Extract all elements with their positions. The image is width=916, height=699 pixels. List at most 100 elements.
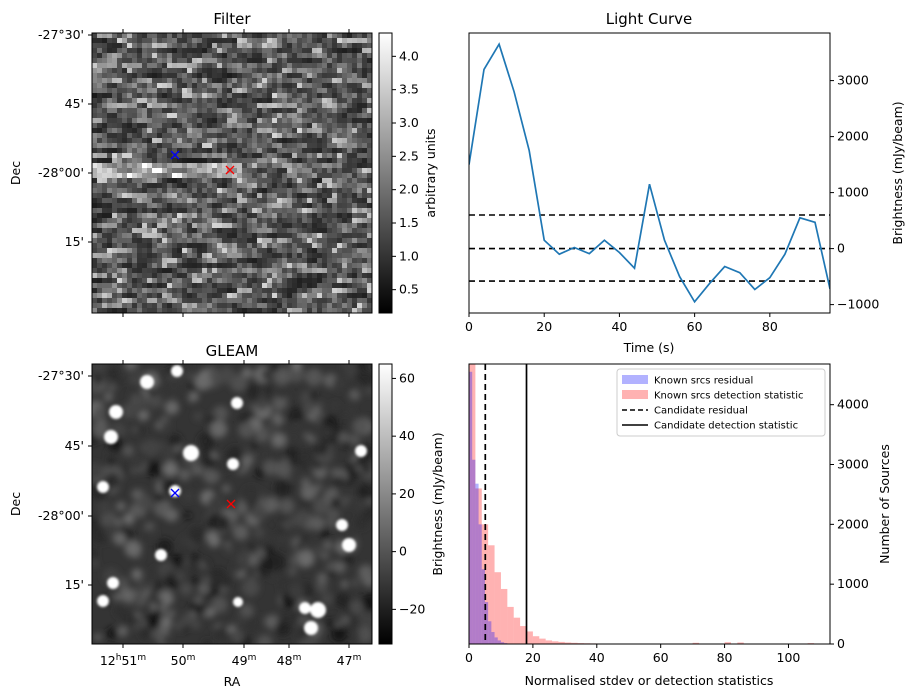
gleam-x-tick-label: 47m: [337, 653, 362, 668]
hist-y-tick-label: 0: [837, 636, 845, 651]
residual-bar: [497, 640, 501, 644]
radio-source: [227, 458, 239, 470]
legend-swatch: [622, 375, 648, 384]
lc-x-tick-label: 20: [536, 319, 552, 334]
filter-image: [92, 33, 372, 313]
detection-bar: [692, 642, 700, 644]
filter-cbar-tick-label: 2.5: [399, 148, 419, 163]
radio-source: [183, 445, 199, 461]
histogram-legend: Known srcs residual Known srcs detection …: [616, 368, 826, 437]
hist-x-tick-label: 40: [589, 650, 605, 665]
tick-text: 51: [121, 653, 137, 668]
filter-cbar-tick-label: 0.5: [399, 282, 419, 297]
detection-bar: [500, 588, 508, 644]
residual-bar: [500, 642, 505, 644]
residual-bar: [475, 483, 479, 644]
detection-bar: [513, 617, 521, 644]
filter-markers: [170, 150, 235, 175]
gleam-x-tick-label: 50m: [171, 653, 196, 668]
radio-source: [171, 365, 183, 377]
gleam-y-tick-label: -27°30': [38, 368, 84, 383]
radio-source: [304, 621, 318, 635]
histogram-y-ticks: 0 1000 2000 3000 4000: [830, 397, 869, 651]
filter-colorbar-ticks: 0.5 1.0 1.5 2.0 2.5 3.0 3.5 4.0: [392, 48, 419, 297]
gleam-x-tick-label: 48m: [277, 653, 302, 668]
radio-source: [299, 602, 311, 614]
hist-x-tick-label: 80: [717, 650, 733, 665]
detection-bar: [526, 631, 533, 644]
detection-bar: [552, 641, 559, 644]
filter-title: Filter: [213, 10, 251, 28]
filter-cbar-tick-label: 4.0: [399, 48, 419, 63]
detection-bar: [545, 640, 553, 644]
residual-bar: [491, 632, 495, 644]
light-curve-x-ticks: 0 20 40 60 80: [465, 313, 778, 334]
legend-label: Candidate detection statistic: [654, 421, 798, 432]
radio-source: [104, 430, 118, 444]
histogram-axes-frame: [468, 363, 831, 645]
gleam-cbar-tick-label: 0: [399, 544, 407, 559]
detection-bar: [469, 364, 476, 644]
light-curve-title: Light Curve: [606, 10, 692, 28]
gleam-cbar-tick-label: 60: [399, 370, 415, 385]
legend-swatch: [622, 390, 648, 399]
detection-bar: [737, 642, 744, 644]
gleam-cbar-tick-label: 40: [399, 428, 415, 443]
filter-cbar-tick-label: 1.0: [399, 248, 419, 263]
gleam-colorbar: [378, 363, 393, 645]
hist-x-tick-label: 100: [777, 650, 801, 665]
filter-y-tick-label: -28°00': [38, 165, 84, 180]
radio-source: [97, 595, 109, 607]
tick-superscript: m: [137, 653, 146, 663]
legend-item: Candidate detection statistic: [622, 421, 798, 432]
light-curve-y-ticks: −1000 0 1000 2000 3000: [830, 73, 879, 312]
gleam-colorbar-ticks: −20 0 20 40 60: [392, 370, 425, 616]
gleam-y-ticks: -27°30' 45' -28°00' 15': [38, 368, 92, 592]
residual-bar: [488, 621, 492, 644]
gleam-red-marker: [226, 499, 236, 509]
tick-text: 47: [337, 653, 353, 668]
lc-y-tick-label: 0: [837, 241, 845, 256]
filter-panel: Filter -27°30' 45' -28°00' 15' Dec 0.5 1.0 1.…: [8, 10, 438, 317]
legend-box: [616, 368, 826, 437]
filter-x-tick-marks: [122, 29, 350, 317]
filter-cbar-tick-label: 2.0: [399, 182, 419, 197]
radio-source: [155, 549, 167, 561]
histogram-x-ticks: 0 20 40 60 80 100: [465, 644, 800, 665]
detection-bar: [475, 488, 482, 644]
legend-label: Known srcs detection statistic: [654, 391, 803, 402]
lc-x-tick-label: 40: [611, 319, 627, 334]
tick-superscript: h: [116, 653, 122, 663]
tick-text: 48: [277, 653, 293, 668]
gleam-x-tick-label: 12h51m: [100, 653, 146, 668]
filter-y-tick-label: -27°30': [38, 27, 84, 42]
lc-y-tick-label: 1000: [837, 185, 869, 200]
gleam-x-ticks: 12h51m 50m 49m 48m 47m: [100, 360, 362, 668]
tick-superscript: m: [293, 653, 302, 663]
gleam-colorbar-label: Brightness (mJy/beam): [430, 432, 445, 575]
lc-x-tick-label: 60: [687, 319, 703, 334]
light-curve-axes-frame: [468, 32, 831, 314]
radio-source: [342, 538, 356, 552]
gleam-panel: GLEAM -27°30'45'-28°00'15' 12h51m 50m 49m 4…: [8, 342, 445, 689]
filter-cbar-tick-label: 3.5: [399, 82, 419, 97]
detection-bar: [507, 606, 514, 644]
histogram-panel: 0 20 40 60 80 100 0 1000 2000 3000 4000 Normalise…: [465, 363, 892, 688]
legend-label: Known srcs residual: [654, 376, 753, 387]
residual-bar: [478, 524, 482, 644]
detection-bar: [520, 626, 527, 644]
gleam-y-tick-label: 45': [65, 438, 84, 453]
radio-source: [231, 397, 243, 409]
filter-colorbar: [378, 32, 393, 314]
gleam-y-label: Dec: [8, 492, 23, 516]
residual-bar: [484, 602, 489, 644]
histogram-x-label: Normalised stdev or detection statistics: [525, 673, 774, 688]
gleam-x-tick-label: 49m: [232, 653, 257, 668]
detection-bar: [532, 636, 540, 644]
tick-text: 49: [232, 653, 248, 668]
radio-source: [107, 577, 119, 589]
radio-source: [109, 405, 123, 419]
hist-y-tick-label: 1000: [837, 576, 869, 591]
hist-x-tick-label: 20: [525, 650, 541, 665]
